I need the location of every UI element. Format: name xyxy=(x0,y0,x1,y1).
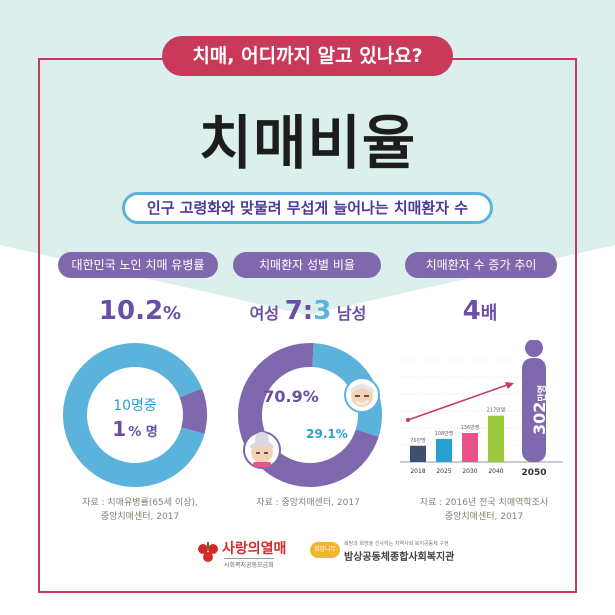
bar-2030 xyxy=(462,432,478,462)
prevalence-donut: 10명중 1% 명 xyxy=(63,343,207,487)
fruit-logo-icon xyxy=(198,542,218,562)
logo2-badge: 희망나무 xyxy=(310,542,340,558)
page-title: 치매비율 xyxy=(198,109,417,177)
bar-2040 xyxy=(488,415,504,462)
x-tick-2050: 2050 xyxy=(521,468,546,478)
x-tick-2018: 2018 xyxy=(410,468,425,475)
ratio-colon: : xyxy=(302,296,314,326)
prevalence-source: 자료 : 치매유병률(65세 이상), 중앙치매센터, 2017 xyxy=(50,496,230,524)
prevalence-source-line1: 자료 : 치매유병률(65세 이상), xyxy=(82,498,198,508)
donut-center-line1: 10명중 xyxy=(113,398,157,414)
logo1-name: 사랑의열매 xyxy=(222,541,287,557)
donut-center-unit: % 명 xyxy=(128,424,158,440)
prevalence-source-line2: 중앙치매센터, 2017 xyxy=(100,512,180,522)
section-label-gender: 치매환자 성별 비율 xyxy=(233,252,381,278)
bar-2050 xyxy=(522,358,546,462)
prevalence-unit: % xyxy=(163,303,182,324)
gender-ratio: 여성 7:3 남성 xyxy=(232,296,384,326)
gender-donut: 70.9% 29.1% xyxy=(238,343,382,487)
male-label: 남성 xyxy=(336,304,367,323)
grandmother-avatar-icon xyxy=(243,431,281,469)
bar-2050-head xyxy=(525,340,543,357)
female-label: 여성 xyxy=(249,304,280,323)
bar-2025 xyxy=(436,438,452,462)
bar-value-label-2040: 217만명 xyxy=(487,407,506,414)
growth-number: 4 xyxy=(462,296,481,326)
logo2-name: 밤상공동체종합사회복지관 xyxy=(344,552,455,563)
prevalence-value: 10.2% xyxy=(60,296,220,326)
bar-value-label-2025: 108만명 xyxy=(435,430,454,437)
logo-love-fruit: 사랑의열매 사회복지공동모금회 xyxy=(196,536,296,576)
prevalence-number: 10.2 xyxy=(98,296,164,326)
bar-2018 xyxy=(410,445,426,462)
gender-source: 자료 : 중앙치매센터, 2017 xyxy=(256,498,360,508)
bar-2050-label: 302만명 xyxy=(530,385,549,435)
donut-center-number: 1 xyxy=(112,417,126,441)
logo-welfare-center: 희망나무 희망과 희망을 선사하는 지역사회 복지공동체 구현 밤상공동체종합사… xyxy=(310,536,460,576)
ratio-right: 3 xyxy=(313,296,332,326)
x-tick-2040: 2040 xyxy=(488,468,503,475)
trend-arrow-head xyxy=(505,382,514,389)
donut1-slice-other xyxy=(63,343,205,487)
growth-value: 4배 xyxy=(404,296,556,326)
year-2050-box xyxy=(518,464,550,478)
trend-arrow-line xyxy=(407,383,511,421)
donut-center-line2: 1% 명 xyxy=(112,417,157,441)
growth-source-line2: 중앙치매센터, 2017 xyxy=(444,512,524,522)
growth-source: 자료 : 2016년 전국 치매역학조사 중앙치매센터, 2017 xyxy=(404,496,564,524)
logo2-tagline: 희망과 희망을 선사하는 지역사회 복지공동체 구현 xyxy=(344,541,449,547)
grandfather-avatar-icon xyxy=(344,377,380,413)
bar-value-label-2018: 76만명 xyxy=(410,437,426,444)
male-percent: 29.1% xyxy=(306,427,348,441)
subtitle-banner: 인구 고령화와 맞물려 무섭게 늘어나는 치매환자 수 xyxy=(122,192,493,224)
growth-unit: 배 xyxy=(480,303,498,324)
female-percent: 70.9% xyxy=(263,387,319,406)
question-banner: 치매, 어디까지 알고 있나요? xyxy=(162,36,453,76)
x-tick-2025: 2025 xyxy=(436,468,451,475)
logo1-sub: 사회복지공동모금회 xyxy=(224,558,274,569)
donut1-slice-dementia xyxy=(179,388,207,434)
section-label-growth: 치매환자 수 증가 추이 xyxy=(405,252,557,278)
growth-bar-chart: 76만명 2018 108만명 2025 136만명 2030 217만명 2040 302만명… xyxy=(400,340,563,478)
trend-arrow-start xyxy=(406,418,410,422)
x-tick-2030: 2030 xyxy=(462,468,477,475)
growth-source-line1: 자료 : 2016년 전국 치매역학조사 xyxy=(419,498,549,508)
section-label-prevalence: 대한민국 노인 치매 유병률 xyxy=(58,252,218,278)
ratio-left: 7 xyxy=(284,296,303,326)
bar-value-label-2030: 136만명 xyxy=(461,424,480,431)
